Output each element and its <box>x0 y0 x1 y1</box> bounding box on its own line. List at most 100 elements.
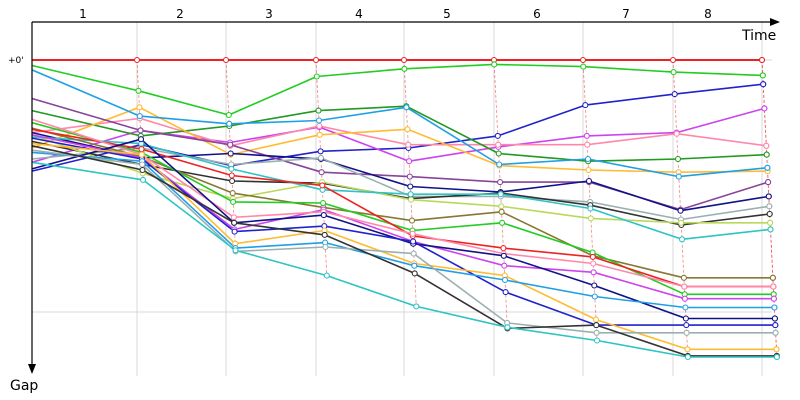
lap-tick-label: 8 <box>704 7 712 21</box>
series-point <box>407 183 414 190</box>
grid <box>32 22 772 376</box>
series-point <box>593 337 601 344</box>
series-point <box>675 173 682 180</box>
series-point <box>678 236 686 243</box>
series-point <box>764 164 771 171</box>
series-point <box>496 161 503 168</box>
series-point <box>585 177 593 185</box>
series-point <box>590 260 597 267</box>
series-point <box>767 219 774 226</box>
series-point <box>766 203 773 210</box>
y-tick-label: +0' <box>8 56 24 66</box>
series-point <box>500 245 507 252</box>
series-point <box>232 247 239 254</box>
y-axis-arrow <box>28 364 36 374</box>
series-point <box>497 191 504 198</box>
series-point <box>772 329 779 336</box>
series-point <box>408 217 416 224</box>
series-point <box>495 141 502 148</box>
series-point <box>684 353 691 361</box>
series-point <box>681 295 688 302</box>
series-point <box>137 127 144 134</box>
series-point <box>583 132 590 139</box>
series-point <box>407 191 414 198</box>
series-point <box>771 315 778 322</box>
series-point <box>498 208 505 215</box>
series-point <box>770 295 777 302</box>
series-point <box>405 141 412 148</box>
series-point <box>500 252 507 259</box>
series-point <box>319 182 326 189</box>
series-point <box>400 56 408 64</box>
series-point <box>317 148 324 155</box>
series-point <box>763 151 770 158</box>
series-point <box>316 131 323 138</box>
axes: 1 2 3 4 5 6 7 8 Time Gap +0' <box>8 7 780 394</box>
series-point <box>680 274 687 281</box>
series-points <box>133 56 780 361</box>
lap-tick-label: 5 <box>443 7 451 21</box>
lap-tick-label: 3 <box>265 7 273 21</box>
series-point <box>677 207 684 214</box>
series-point <box>769 274 776 281</box>
series-point <box>591 293 598 300</box>
series-point <box>669 56 677 64</box>
series-point <box>227 141 234 148</box>
series-point <box>582 102 589 109</box>
x-axis-label: Time <box>741 28 776 44</box>
series-point <box>320 199 327 207</box>
series-point <box>580 63 587 70</box>
series-point <box>228 165 235 172</box>
series-point <box>409 230 416 237</box>
series-point <box>318 169 325 176</box>
series-point <box>591 282 598 289</box>
series-point <box>222 56 230 64</box>
y-axis-label: Gap <box>10 378 38 394</box>
lap-tick-label: 6 <box>533 7 541 21</box>
series-point <box>592 316 600 323</box>
series-point <box>136 104 143 111</box>
series-point <box>410 250 417 257</box>
series-point <box>410 238 417 245</box>
series-point <box>231 219 238 226</box>
series-point <box>579 56 587 64</box>
series-point <box>587 215 594 222</box>
series-point <box>678 219 685 226</box>
lap-tick-label: 7 <box>622 7 630 21</box>
series-point <box>231 228 238 235</box>
series-point <box>590 269 597 276</box>
series-point <box>139 161 146 168</box>
series-point <box>406 158 413 165</box>
series-point <box>227 150 234 157</box>
series-point <box>766 210 773 218</box>
series-point <box>133 56 141 64</box>
series-point <box>323 272 330 279</box>
series-point <box>313 73 320 80</box>
series-point <box>494 132 501 139</box>
series-point <box>684 346 691 353</box>
series-point <box>760 81 767 88</box>
series-point <box>773 346 780 353</box>
series-point <box>674 155 682 163</box>
series-point <box>504 324 511 331</box>
series-point <box>139 166 146 174</box>
series-point <box>761 105 768 112</box>
series-point <box>407 196 415 203</box>
leader-line <box>493 59 508 329</box>
series-point <box>593 329 600 336</box>
series-point <box>322 243 329 251</box>
series-point <box>671 91 678 98</box>
series-point <box>682 315 689 322</box>
series-point <box>401 65 408 72</box>
series-point <box>230 198 237 205</box>
series-point <box>225 111 232 119</box>
series-point <box>670 69 677 76</box>
series-point <box>497 179 504 186</box>
series-point <box>758 56 766 64</box>
series-point <box>501 262 508 269</box>
series-point <box>226 120 233 127</box>
series-point <box>229 177 236 185</box>
series-point <box>767 226 774 233</box>
series-point <box>404 126 411 133</box>
